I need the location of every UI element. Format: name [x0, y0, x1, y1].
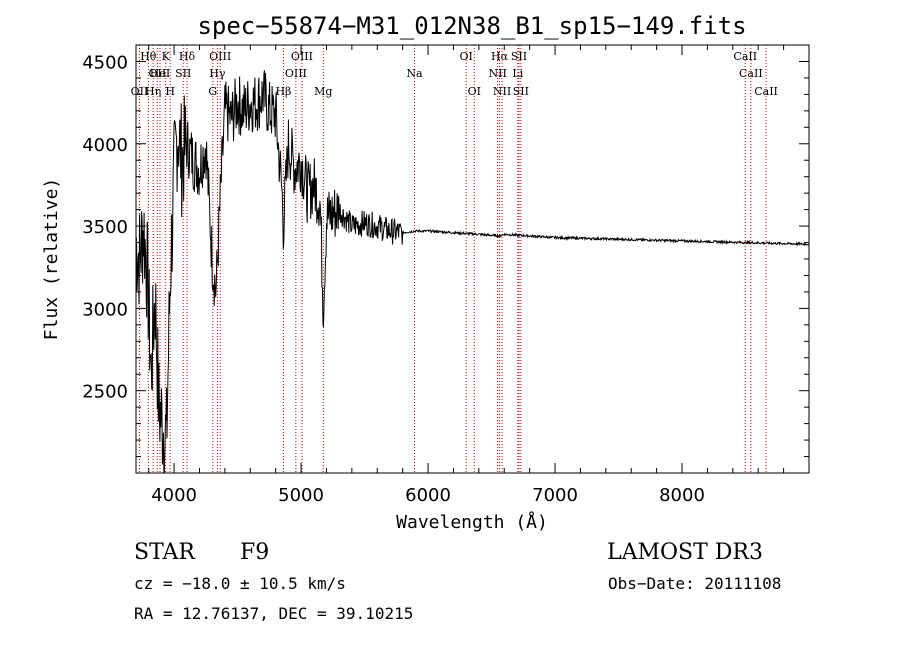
line-label-4: HeI	[150, 67, 170, 80]
line-label-13: OIII	[285, 67, 307, 80]
redshift-cz: cz = −18.0 ± 10.5 km/s	[134, 574, 346, 593]
x-tick-label-1: 5000	[278, 485, 324, 506]
line-label-7: SII	[175, 67, 191, 80]
line-label-23: SII	[511, 50, 527, 63]
line-label-21: NII	[493, 85, 511, 98]
x-tick-label-4: 8000	[659, 485, 705, 506]
survey-name: LAMOST DR3	[607, 540, 763, 565]
line-label-18: OI	[468, 85, 481, 98]
chart-title: spec−55874−M31_012N38_B1_sp15−149.fits	[197, 12, 746, 40]
y-axis-label: Flux (relative)	[41, 178, 62, 341]
line-label-6: H	[165, 85, 175, 98]
x-tick-label-0: 4000	[151, 485, 197, 506]
line-label-20: Hα	[491, 50, 509, 63]
line-label-26: CaII	[739, 67, 763, 80]
line-label-16: Na	[406, 67, 423, 80]
y-tick-label-3: 4000	[82, 135, 128, 156]
object-class: STAR	[134, 540, 195, 565]
line-label-17: OI	[459, 50, 472, 63]
line-label-9: G	[208, 85, 217, 98]
x-tick-label-2: 6000	[405, 485, 451, 506]
y-tick-label-4: 4500	[82, 52, 128, 73]
line-label-22: Li	[512, 67, 523, 80]
line-label-15: Mg	[314, 85, 332, 98]
object-subclass: F9	[240, 540, 270, 565]
line-label-12: Hβ	[275, 85, 291, 98]
line-label-27: CaII	[754, 85, 778, 98]
line-label-5: K	[162, 50, 171, 63]
line-label-2: Hη	[145, 85, 161, 98]
line-label-10: Hγ	[209, 67, 226, 80]
line-label-14: OIII	[291, 50, 313, 63]
y-tick-label-1: 3000	[82, 299, 128, 320]
line-label-1: Hθ	[140, 50, 157, 63]
observation-date: Obs−Date: 20111108	[608, 574, 782, 593]
x-tick-label-3: 7000	[532, 485, 578, 506]
line-label-11: OIII	[209, 50, 231, 63]
line-label-19: NII	[488, 67, 506, 80]
ra-dec-coordinates: RA = 12.76137, DEC = 39.10215	[134, 604, 414, 623]
y-tick-label-0: 2500	[82, 382, 128, 403]
line-label-8: Hδ	[179, 50, 196, 63]
flux-series-line	[135, 70, 810, 473]
line-label-0: OII	[131, 85, 149, 98]
line-label-25: CaII	[733, 50, 757, 63]
x-axis-label: Wavelength (Å)	[396, 511, 548, 533]
emission-line-labels: OIIHθHηOIIHeIKHSIIHδGHγOIIIHβOIIIOIIIMgN…	[131, 50, 778, 98]
x-axis-ticks: 4000 5000 6000 7000 8000	[148, 45, 785, 506]
line-label-24: SII	[513, 85, 529, 98]
line-label-3: OII	[148, 67, 166, 80]
y-axis-ticks: 2500 3000 3500 4000 4500	[82, 52, 809, 458]
y-tick-label-2: 3500	[82, 217, 128, 238]
